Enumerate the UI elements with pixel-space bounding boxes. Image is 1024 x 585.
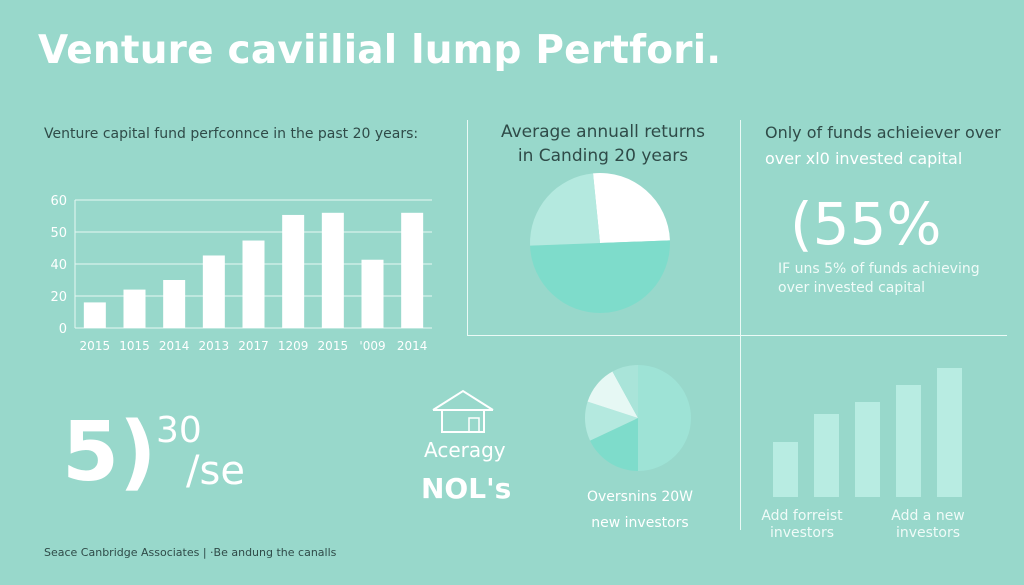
- bar: [896, 385, 921, 497]
- divider-vertical-2: [740, 120, 741, 530]
- pie-slice: [530, 240, 670, 313]
- growth-label-left-line1: Add forreist: [761, 508, 843, 524]
- bar: [937, 368, 962, 497]
- stat-sub-line2: over invested capital: [778, 280, 926, 296]
- pie-slice: [530, 173, 600, 246]
- stat-sub-line1: IF uns 5% of funds achieving: [778, 261, 980, 277]
- fund-performance-bar-chart: 0 20 40 50 60 2015 1015 2014 2013 2017 1209 2015 '00…: [50, 194, 432, 353]
- growth-label-left: Add forreist investors: [752, 508, 852, 542]
- small-pie-label: Oversnins 20W new investors: [580, 484, 700, 536]
- bar: [123, 289, 146, 328]
- x-tick-label: 2014: [159, 339, 190, 353]
- house-label-line1: Aceragy: [424, 438, 506, 462]
- house-icon: [432, 389, 494, 433]
- small-pie-label-line1: Oversnins 20W: [586, 489, 693, 505]
- stat-big-value: (55%: [790, 190, 942, 258]
- divider-vertical-1: [467, 120, 468, 335]
- bar: [282, 214, 305, 328]
- bar: [773, 442, 798, 497]
- y-tick-label: 20: [50, 290, 67, 305]
- stat-heading: Only of funds achieiever over over xl0 i…: [765, 120, 1001, 172]
- y-tick-label: 0: [59, 322, 67, 337]
- y-tick-label: 50: [50, 226, 67, 241]
- pie-slice: [612, 365, 638, 418]
- divider-horizontal: [467, 335, 1007, 336]
- growth-label-right-line2: investors: [895, 525, 961, 541]
- stat-subtext: IF uns 5% of funds achieving over invest…: [778, 260, 980, 298]
- x-tick-label: 1015: [119, 339, 150, 353]
- x-tick-label: 2015: [80, 339, 111, 353]
- pie-slice: [590, 418, 638, 471]
- x-tick-label: 2017: [238, 339, 269, 353]
- growth-label-left-line2: investors: [769, 525, 835, 541]
- bar: [361, 259, 384, 328]
- pie-heading: Average annuall returns in Canding 20 ye…: [478, 120, 728, 168]
- pie-heading-line2: in Canding 20 years: [517, 146, 689, 166]
- investor-growth-bar-chart: [773, 368, 962, 497]
- bar: [83, 302, 106, 328]
- x-tick-label: 2015: [318, 339, 349, 353]
- bar: [814, 414, 839, 497]
- pie-slice: [587, 371, 638, 418]
- bar: [163, 280, 186, 328]
- small-pie-label-line2: new investors: [591, 515, 689, 531]
- stat-heading-line1: Only of funds achieiever over: [765, 123, 1001, 142]
- big-stat-superscript: 30: [156, 410, 202, 451]
- pie-heading-line1: Average annuall returns: [500, 122, 706, 142]
- house-label-line2: NOL's: [421, 472, 512, 505]
- x-tick-label: 1209: [278, 339, 309, 353]
- bar: [321, 212, 344, 328]
- bar: [202, 255, 225, 328]
- pie-slice: [585, 401, 638, 441]
- x-tick-label: 2013: [199, 339, 230, 353]
- bar: [401, 212, 424, 328]
- growth-label-right: Add a new investors: [878, 508, 978, 542]
- annual-returns-pie-chart: [530, 173, 670, 313]
- footer-source: Seace Canbridge Associates | ·Be andung …: [44, 546, 337, 559]
- big-stat-suffix: /se: [186, 448, 245, 494]
- pie-slice: [638, 365, 691, 471]
- big-stat-number: 5): [62, 405, 157, 500]
- y-tick-label: 60: [50, 194, 67, 209]
- y-tick-label: 40: [50, 258, 67, 273]
- growth-label-right-line1: Add a new: [891, 508, 965, 524]
- stat-heading-line2: over xl0 invested capital: [765, 149, 963, 168]
- new-investors-pie-chart: [585, 365, 691, 471]
- pie-slice: [593, 173, 670, 243]
- bar-chart-subtitle: Venture capital fund perfconnce in the p…: [44, 126, 419, 142]
- page-title: Venture caviilial lump Pertfori.: [38, 28, 722, 73]
- x-tick-label: '009: [359, 339, 385, 353]
- bar: [855, 402, 880, 497]
- bar: [242, 240, 265, 328]
- x-tick-label: 2014: [397, 339, 428, 353]
